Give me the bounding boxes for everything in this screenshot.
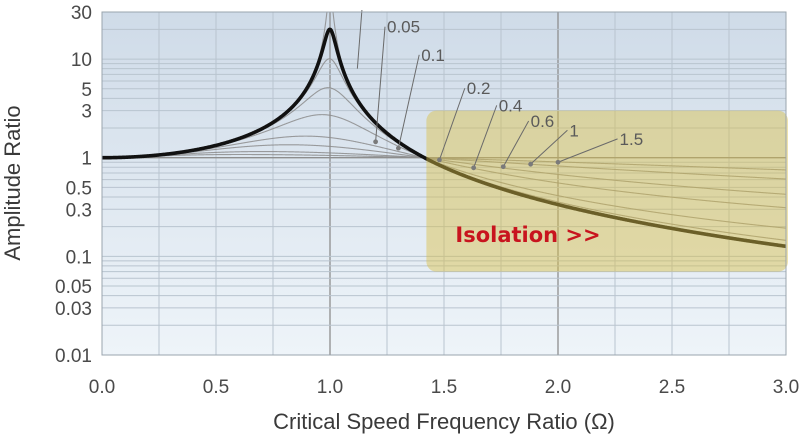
leader-dot: [396, 146, 401, 151]
leader-dot: [437, 158, 442, 163]
damping-label: 0.6: [531, 112, 555, 131]
x-tick-label: 0.0: [89, 377, 115, 398]
y-tick-label: 10: [71, 50, 92, 71]
leader-dot: [528, 162, 533, 167]
x-tick-label: 3.0: [773, 377, 799, 398]
y-axis-label: Amplitude Ratio: [0, 105, 25, 260]
y-tick-label: 0.01: [55, 346, 92, 367]
damping-label: 0.05: [387, 18, 420, 37]
damping-label: 0.1: [421, 46, 445, 65]
damping-label: 1.5: [620, 130, 644, 149]
isolation-region: Isolation >>: [426, 111, 788, 272]
y-tick-label: 0.03: [55, 299, 92, 320]
y-tick-label: 0.05: [55, 277, 92, 298]
leader-dot: [373, 139, 378, 144]
x-tick-label: 0.5: [203, 377, 229, 398]
damping-label: 0.2: [467, 79, 491, 98]
x-tick-label: 2.0: [545, 377, 571, 398]
x-tick-labels: 0.0 0.5 1.0 1.5 2.0 2.5 3.0: [89, 377, 799, 398]
x-axis-label: Critical Speed Frequency Ratio (Ω): [273, 409, 615, 434]
y-tick-label: 0.5: [66, 178, 92, 199]
leader-dot: [556, 160, 561, 165]
x-tick-label: 1.0: [317, 377, 343, 398]
y-tick-label: 3: [81, 102, 92, 123]
y-tick-label: 1: [81, 149, 92, 170]
damping-label: 1: [569, 121, 578, 140]
isolation-label: Isolation >>: [455, 223, 600, 247]
x-tick-label: 1.5: [431, 377, 457, 398]
y-tick-label: 0.1: [66, 247, 92, 268]
y-tick-labels: 30 10 53 1 0.50.3 0.1 0.050.03 0.01: [55, 3, 92, 367]
isolation-region-box: [426, 111, 788, 272]
damping-label: 0.4: [499, 96, 523, 115]
y-tick-label: 30: [71, 3, 92, 24]
leader-dot: [471, 165, 476, 170]
y-tick-label: 0.3: [66, 200, 92, 221]
y-tick-label: 5: [81, 80, 92, 101]
leader-dot: [501, 164, 506, 169]
x-tick-label: 2.5: [659, 377, 685, 398]
